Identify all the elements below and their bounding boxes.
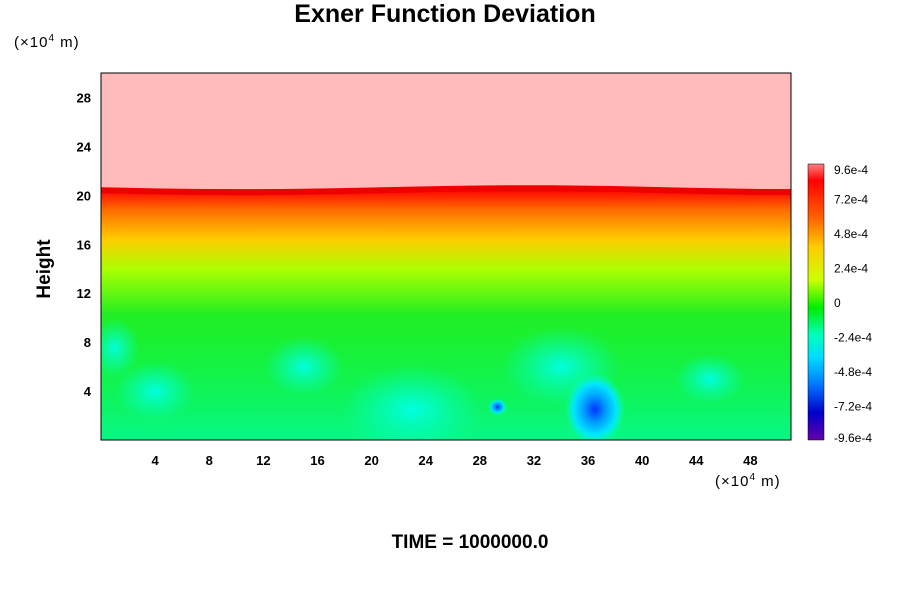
cyan-region bbox=[342, 364, 483, 440]
x-tick-label: 20 bbox=[364, 453, 378, 468]
y-tick-label: 20 bbox=[77, 188, 91, 203]
y-tick-label: 16 bbox=[77, 237, 91, 252]
y-tick-label: 28 bbox=[77, 90, 91, 105]
colorbar-tick-label: -2.4e-4 bbox=[834, 331, 872, 345]
x-tick-label: 28 bbox=[473, 453, 487, 468]
y-tick-label: 12 bbox=[77, 286, 91, 301]
x-tick-label: 40 bbox=[635, 453, 649, 468]
blue-spot bbox=[488, 398, 507, 416]
colorbar-tick-label: -4.8e-4 bbox=[834, 365, 872, 379]
x-tick-label: 16 bbox=[310, 453, 324, 468]
x-axis-ticks: 4 8 12 16 20 24 28 32 36 40 44 48 bbox=[152, 453, 758, 468]
x-axis-unit: (×104 m) bbox=[715, 472, 781, 490]
time-caption: TIME = 1000000.0 bbox=[391, 532, 549, 553]
x-tick-label: 12 bbox=[256, 453, 270, 468]
colorbar-tick-label: 4.8e-4 bbox=[834, 227, 868, 241]
x-tick-label: 24 bbox=[418, 453, 433, 468]
x-tick-label: 32 bbox=[527, 453, 541, 468]
colorbar-tick-label: 9.6e-4 bbox=[834, 163, 868, 177]
plot-frame bbox=[100, 72, 792, 441]
cyan-region bbox=[101, 318, 140, 379]
interface-band bbox=[101, 185, 791, 196]
colorbar-tick-label: -7.2e-4 bbox=[834, 400, 872, 414]
x-tick-label: 4 bbox=[152, 453, 160, 468]
colorbar-tick-label: -9.6e-4 bbox=[834, 431, 872, 445]
y-axis-ticks: 4 8 12 16 20 24 28 bbox=[77, 90, 92, 399]
x-tick-label: 48 bbox=[743, 453, 757, 468]
colorbar-tick-label: 2.4e-4 bbox=[834, 262, 868, 276]
heatmap-field bbox=[101, 73, 791, 440]
y-tick-label: 8 bbox=[84, 335, 91, 350]
cyan-region bbox=[263, 336, 344, 397]
cyan-region bbox=[115, 361, 196, 422]
x-tick-label: 44 bbox=[689, 453, 704, 468]
x-tick-label: 36 bbox=[581, 453, 595, 468]
y-tick-label: 4 bbox=[84, 384, 92, 399]
cyan-region bbox=[674, 353, 745, 404]
colorbar-scale bbox=[807, 163, 825, 441]
x-tick-label: 8 bbox=[206, 453, 213, 468]
blue-spot bbox=[564, 373, 625, 440]
colorbar: 9.6e-4 7.2e-4 4.8e-4 2.4e-4 0 -2.4e-4 -4.8e-4 -… bbox=[807, 163, 872, 445]
y-axis-unit: (×104 m) bbox=[14, 33, 80, 51]
colorbar-tick-label: 7.2e-4 bbox=[834, 193, 868, 207]
chart-title: Exner Function Deviation bbox=[294, 0, 596, 28]
y-tick-label: 24 bbox=[77, 139, 92, 154]
colorbar-tick-label: 0 bbox=[834, 296, 841, 310]
field-upper-region bbox=[101, 73, 791, 192]
